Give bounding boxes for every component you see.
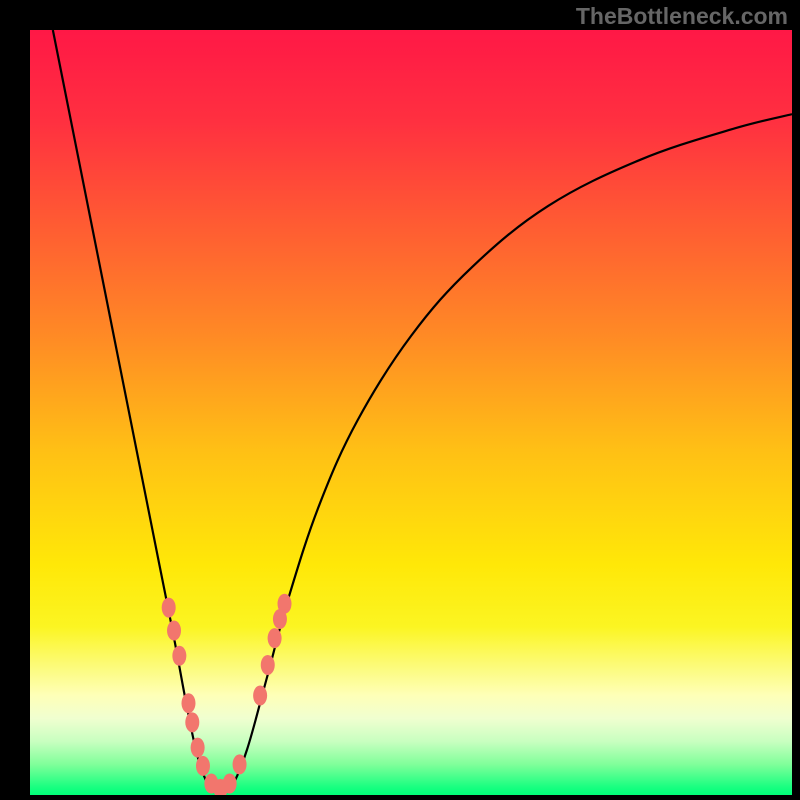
data-marker [167, 621, 181, 641]
data-marker [223, 774, 237, 794]
curve-left [53, 30, 221, 791]
curve-overlay [30, 30, 792, 795]
data-marker [253, 686, 267, 706]
data-marker [162, 598, 176, 618]
data-marker [196, 756, 210, 776]
data-marker [261, 655, 275, 675]
chart-container: TheBottleneck.com [0, 0, 800, 800]
watermark-text: TheBottleneck.com [576, 3, 788, 30]
curve-right [221, 114, 793, 791]
data-marker [268, 628, 282, 648]
data-marker [172, 646, 186, 666]
data-marker [278, 594, 292, 614]
data-marker [185, 712, 199, 732]
data-marker [191, 738, 205, 758]
data-marker [181, 693, 195, 713]
plot-area [30, 30, 792, 795]
data-marker [233, 754, 247, 774]
